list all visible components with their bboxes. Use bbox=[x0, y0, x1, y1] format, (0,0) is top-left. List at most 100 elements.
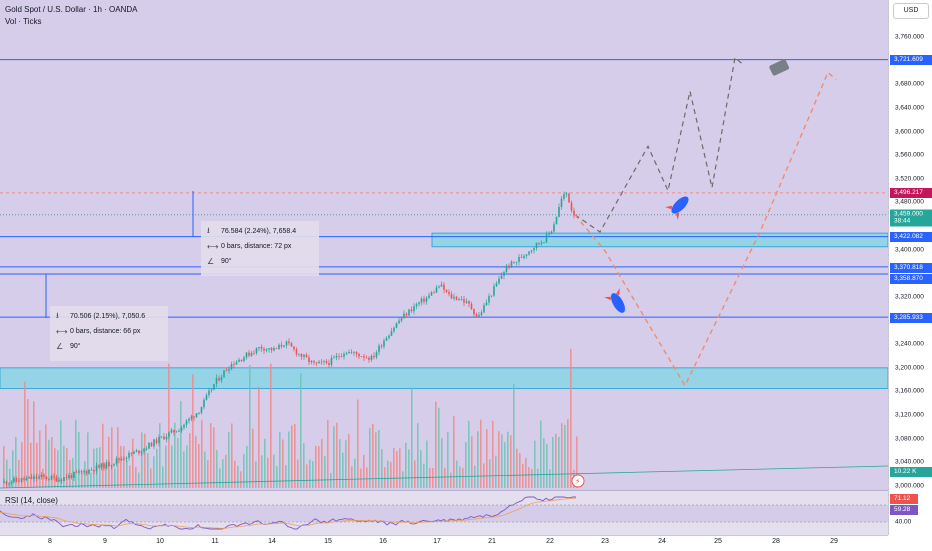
candle-body bbox=[235, 362, 238, 365]
candle-body bbox=[298, 353, 300, 355]
rsi-value-tag-1: 71.12 bbox=[890, 494, 918, 504]
volume-bar bbox=[504, 442, 506, 488]
candle-body bbox=[440, 284, 443, 287]
candle-body bbox=[540, 242, 543, 244]
candle-body bbox=[383, 340, 385, 347]
candle-body bbox=[283, 345, 285, 347]
candle-body bbox=[103, 463, 105, 469]
candle-body bbox=[20, 478, 23, 482]
volume-bar bbox=[258, 386, 260, 488]
candle-body bbox=[320, 361, 323, 363]
volume-bar bbox=[564, 424, 566, 488]
volume-bar bbox=[378, 430, 380, 488]
price-tick-label: 3,120.000 bbox=[895, 411, 924, 419]
volume-bar bbox=[339, 439, 341, 488]
volume-indicator-label[interactable]: Vol · Ticks bbox=[5, 17, 42, 26]
volume-bar bbox=[471, 436, 473, 488]
volume-bar bbox=[204, 451, 206, 488]
volume-bar bbox=[555, 433, 557, 488]
demand-zone-2 bbox=[0, 367, 888, 390]
candle-body bbox=[3, 481, 5, 483]
rsi-ma-line bbox=[0, 497, 577, 529]
candle-body bbox=[268, 347, 270, 350]
price-chart-svg[interactable]: ⚡ bbox=[0, 0, 888, 490]
candle-body bbox=[218, 377, 220, 381]
volume-bar bbox=[81, 471, 83, 488]
currency-button[interactable]: USD bbox=[893, 3, 929, 19]
volume-bar bbox=[189, 433, 191, 488]
volume-bar bbox=[159, 423, 161, 488]
candle-body bbox=[255, 347, 258, 354]
candle-body bbox=[63, 477, 65, 482]
candle-body bbox=[185, 420, 188, 425]
volume-bar bbox=[393, 448, 395, 488]
measure-box-upper[interactable]: ⭳ 76.584 (2.24%), 7,658.4 ⟷ 0 bars, distan… bbox=[201, 221, 319, 276]
candle-body bbox=[248, 352, 250, 356]
candle-body bbox=[500, 275, 503, 279]
volume-bar bbox=[168, 363, 170, 488]
measure-box-lower[interactable]: ⭳ 70.506 (2.15%), 7,050.6 ⟷ 0 bars, distan… bbox=[50, 306, 168, 361]
candle-body bbox=[273, 347, 275, 351]
volume-bar bbox=[222, 459, 224, 488]
height-icon: ⭳ bbox=[56, 310, 59, 320]
range-icon: ⟷ bbox=[207, 242, 219, 251]
candle-body bbox=[280, 344, 283, 347]
volume-bar bbox=[6, 459, 8, 488]
rsi-label[interactable]: RSI (14, close) bbox=[5, 496, 58, 505]
volume-bar bbox=[534, 440, 536, 488]
time-tick-label: 21 bbox=[488, 538, 496, 545]
candle-body bbox=[530, 250, 533, 252]
volume-bar bbox=[27, 399, 29, 488]
volume-bar bbox=[267, 457, 269, 488]
volume-bar bbox=[93, 448, 95, 488]
candle-body bbox=[205, 395, 208, 400]
candle-body bbox=[23, 478, 25, 480]
candle-body bbox=[465, 301, 468, 303]
candle-body bbox=[238, 359, 240, 363]
candle-body bbox=[253, 352, 255, 354]
candle-body bbox=[513, 261, 515, 263]
measure-lower-angle: 90° bbox=[70, 343, 81, 350]
candle-body bbox=[358, 353, 360, 357]
projection-path-red bbox=[574, 71, 837, 388]
candle-body bbox=[435, 287, 438, 293]
candle-body bbox=[328, 362, 330, 365]
time-tick-label: 14 bbox=[268, 538, 276, 545]
candle-body bbox=[498, 278, 500, 284]
volume-bar bbox=[312, 461, 314, 488]
volume-bar bbox=[489, 459, 491, 488]
candle-body bbox=[163, 436, 165, 440]
current-price-value: 3,459.000 bbox=[894, 210, 923, 218]
candle-body bbox=[305, 354, 308, 358]
volume-bar bbox=[540, 420, 542, 488]
rsi-chart-svg[interactable] bbox=[0, 491, 888, 536]
candle-body bbox=[503, 272, 505, 276]
volume-bar bbox=[561, 423, 563, 488]
rocket-up-fin bbox=[665, 205, 673, 210]
candle-body bbox=[388, 335, 390, 339]
price-pane[interactable]: ⚡ Gold Spot / U.S. Dollar · 1h · OANDA V… bbox=[0, 0, 888, 490]
price-tick-label: 3,480.000 bbox=[895, 198, 924, 206]
candle-body bbox=[543, 242, 545, 244]
candle-body bbox=[158, 436, 160, 444]
candle-body bbox=[80, 471, 83, 473]
candle-body bbox=[138, 450, 140, 454]
volume-bar bbox=[156, 448, 158, 488]
candle-body bbox=[405, 313, 408, 316]
candle-body bbox=[30, 476, 33, 479]
candle-body bbox=[518, 257, 520, 262]
volume-bar bbox=[303, 443, 305, 488]
volume-bar bbox=[102, 423, 104, 488]
candle-body bbox=[375, 352, 378, 358]
volume-bar bbox=[141, 432, 143, 488]
candle-body bbox=[170, 429, 173, 433]
volume-bar bbox=[210, 423, 212, 488]
time-axis[interactable]: 8 9 10 11 14 15 16 17 21 22 23 24 25 28 29 bbox=[0, 535, 888, 551]
price-axis[interactable]: USD 3,760.000 3,680.000 3,640.000 3,600.000… bbox=[888, 0, 932, 535]
alert-bolt-glyph: ⚡ bbox=[575, 477, 581, 486]
rsi-pane[interactable]: RSI (14, close) bbox=[0, 490, 888, 536]
volume-bar bbox=[90, 472, 92, 488]
candle-body bbox=[175, 431, 178, 433]
volume-bar bbox=[294, 424, 296, 488]
volume-bar bbox=[510, 435, 512, 488]
